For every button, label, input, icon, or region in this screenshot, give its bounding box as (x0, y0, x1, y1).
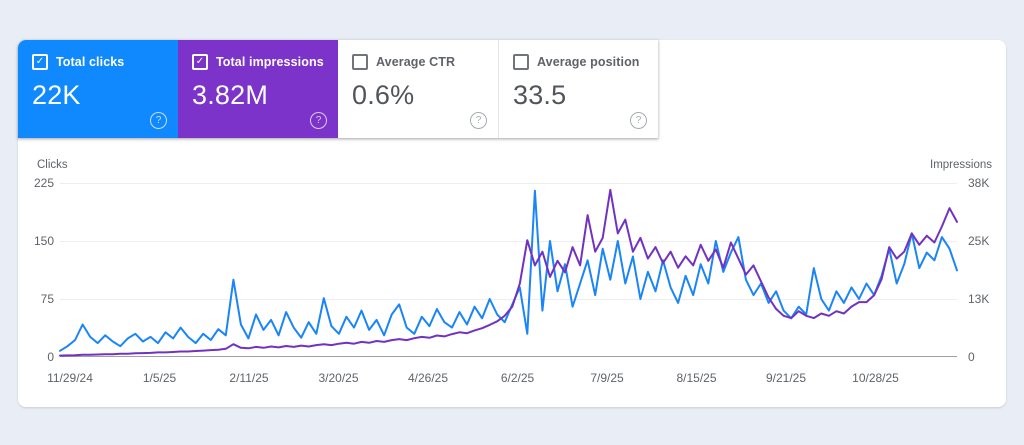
axis-tick-label: 38K (968, 176, 990, 190)
x-axis-tick-label: 9/21/25 (765, 371, 807, 385)
average-position-checkbox[interactable] (513, 54, 529, 70)
axis-tick-label: 150 (33, 234, 54, 248)
x-axis-tick-label: 1/5/25 (142, 371, 177, 385)
chart-canvas[interactable] (59, 183, 958, 357)
help-icon[interactable]: ? (470, 112, 487, 129)
gridline (60, 183, 957, 184)
chart-plot-area[interactable] (59, 183, 958, 357)
help-icon[interactable]: ? (630, 112, 647, 129)
right-axis-title: Impressions (930, 159, 992, 171)
card-header: Average position (513, 54, 646, 70)
card-label: Total impressions (216, 55, 324, 69)
impressions-line-series (59, 188, 958, 357)
gridline (60, 299, 957, 300)
axis-tick-label: 0 (47, 350, 54, 364)
card-header: Average CTR (352, 54, 486, 70)
card-total-impressions[interactable]: Total impressions 3.82M ? (178, 40, 338, 138)
axis-tick-label: 225 (33, 176, 54, 190)
average-ctr-checkbox[interactable] (352, 54, 368, 70)
clicks-line-series (59, 189, 958, 352)
left-axis-ticks: 225 150 75 0 (18, 176, 54, 364)
x-axis-tick-label: 3/20/25 (318, 371, 359, 385)
x-axis-tick-label: 2/11/25 (229, 371, 269, 385)
x-axis-tick-label: 6/2/25 (500, 371, 535, 385)
x-axis-tick-label: 4/26/25 (407, 371, 449, 385)
x-axis-line (60, 356, 957, 357)
x-axis-tick-label: 7/9/25 (590, 371, 624, 385)
help-icon[interactable]: ? (150, 112, 167, 129)
x-axis-tick-label: 10/28/25 (852, 371, 899, 385)
x-axis-tick-labels: 11/29/24 1/5/25 2/11/25 3/20/25 4/26/25 6/2/2… (47, 371, 957, 387)
card-label: Average position (537, 55, 640, 69)
help-icon[interactable]: ? (310, 112, 327, 129)
left-axis-title: Clicks (37, 159, 68, 171)
total-clicks-value: 22K (32, 80, 81, 110)
average-position-value: 33.5 (513, 80, 567, 110)
axis-tick-label: 13K (968, 292, 990, 306)
total-impressions-value: 3.82M (192, 80, 269, 110)
axis-tick-label: 25K (968, 234, 990, 248)
card-label: Average CTR (376, 55, 456, 69)
card-average-position[interactable]: Average position 33.5 ? (498, 40, 658, 138)
axis-tick-label: 75 (40, 292, 54, 306)
average-ctr-value: 0.6% (352, 80, 415, 110)
total-clicks-checkbox[interactable] (32, 54, 48, 70)
gridline (60, 241, 957, 242)
card-header: Total clicks (32, 54, 166, 70)
card-label: Total clicks (56, 55, 125, 69)
performance-panel: Total clicks 22K ? Total impressions 3.8… (18, 40, 1006, 407)
axis-tick-label: 0 (968, 350, 975, 364)
x-axis-tick-label: 8/15/25 (676, 371, 717, 385)
card-header: Total impressions (192, 54, 326, 70)
total-impressions-checkbox[interactable] (192, 54, 208, 70)
metric-cards-row: Total clicks 22K ? Total impressions 3.8… (18, 40, 658, 138)
card-total-clicks[interactable]: Total clicks 22K ? (18, 40, 178, 138)
card-average-ctr[interactable]: Average CTR 0.6% ? (338, 40, 498, 138)
x-axis-tick-label: 11/29/24 (47, 371, 93, 385)
right-axis-ticks: 38K 25K 13K 0 (965, 176, 1005, 364)
